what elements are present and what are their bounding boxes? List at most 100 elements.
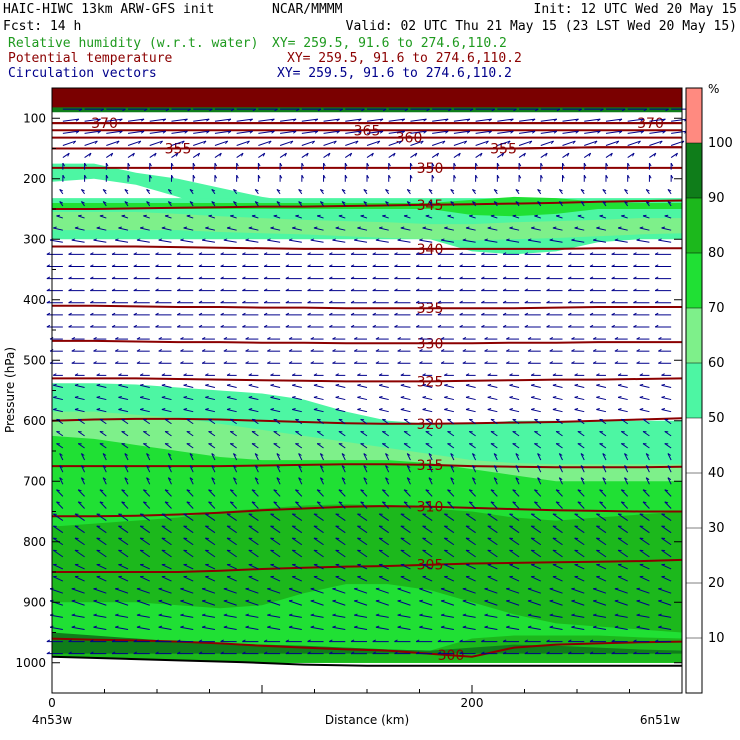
vector-head [138,140,142,144]
vector-shaft [118,525,129,534]
vector-shaft [127,140,141,146]
vector-shaft [192,152,200,158]
vector-head [353,336,358,340]
vector-head [556,214,560,217]
vector-head [355,140,359,144]
vector-head [580,201,585,204]
vector-shaft [468,501,476,509]
vector-head [53,408,57,410]
vector-shaft [552,525,563,534]
vector-shaft [670,152,678,158]
vector-head [589,651,594,655]
colorbar-bin-10 [686,583,702,638]
vector-shaft [211,477,216,485]
vector-shaft [552,227,563,231]
vector-shaft [102,477,107,485]
vector-head [462,587,467,590]
vector-shaft [512,443,520,449]
vector-head [223,336,228,340]
vector-head [440,361,445,364]
theta-label-355-12: 355 [490,142,517,158]
vector-shaft [96,549,107,558]
vector-head [220,312,224,316]
vector-head [285,252,290,255]
vector-shaft [52,525,64,534]
vector-head [201,349,206,352]
vector-head [428,189,433,192]
vector-head [385,189,389,192]
vector-shaft [93,239,107,243]
vector-head [394,288,398,292]
vector-shaft [379,396,389,401]
vector-head [450,453,454,456]
vector-head [198,288,203,292]
vector-shaft [270,537,281,546]
vector-head [122,108,126,112]
vector-head [140,383,144,386]
vector-head [667,453,672,456]
vector-shaft [599,443,607,449]
vector-shaft [189,465,194,473]
vector-head [254,477,259,481]
vector-shaft [512,489,520,497]
vector-shaft [425,443,433,449]
vector-head [401,130,406,134]
vector-shaft [158,614,172,618]
vector-shaft [140,408,150,413]
vector-head [502,264,507,267]
vector-head [99,489,104,492]
vector-head [291,373,296,376]
vector-head [375,625,380,628]
vector-head [335,373,339,376]
vector-shaft [537,453,542,461]
vector-head [136,349,141,352]
vector-shaft [357,227,368,231]
vector-head [307,639,311,643]
vector-head [248,373,253,376]
vector-shaft [617,537,628,546]
colorbar-label-80: 80 [708,246,725,261]
vector-head [245,599,250,602]
vector-head [298,453,302,456]
vector-head [642,214,647,217]
vector-head [53,226,57,229]
vector-head [273,214,278,217]
vector-head [469,489,473,492]
vector-head [574,383,579,386]
theta-contour-330-6 [52,339,682,345]
vector-head [484,336,488,340]
vector-head [353,361,358,364]
vector-shaft [270,384,281,388]
vector-head [270,373,274,376]
vector-shaft [534,501,542,509]
vector-shaft [186,501,194,509]
vector-head [459,276,463,280]
vector-shaft [205,537,216,546]
vector-head [307,276,311,280]
vector-head [621,214,625,217]
vector-shaft [136,588,150,594]
vector-head [440,349,445,352]
vector-head [415,312,420,316]
vector-head [428,465,433,469]
vector-shaft [642,489,650,497]
vector-head [245,238,250,241]
vector-head [159,140,163,144]
vector-shaft [484,600,498,606]
vector-head [192,174,196,179]
vector-head [81,465,85,469]
vector-head [267,625,271,628]
vector-shaft [453,130,470,134]
vector-head [167,453,172,456]
vector-shaft [164,501,172,509]
vector-head [341,453,346,456]
vector-shaft [428,477,433,485]
vector-head [593,587,597,590]
vector-shaft [379,384,389,388]
vector-head [614,361,619,364]
vector-head [102,477,107,481]
vector-head [93,361,97,364]
vector-head [292,118,297,122]
vector-shaft [658,600,672,606]
vector-shaft [636,600,650,606]
